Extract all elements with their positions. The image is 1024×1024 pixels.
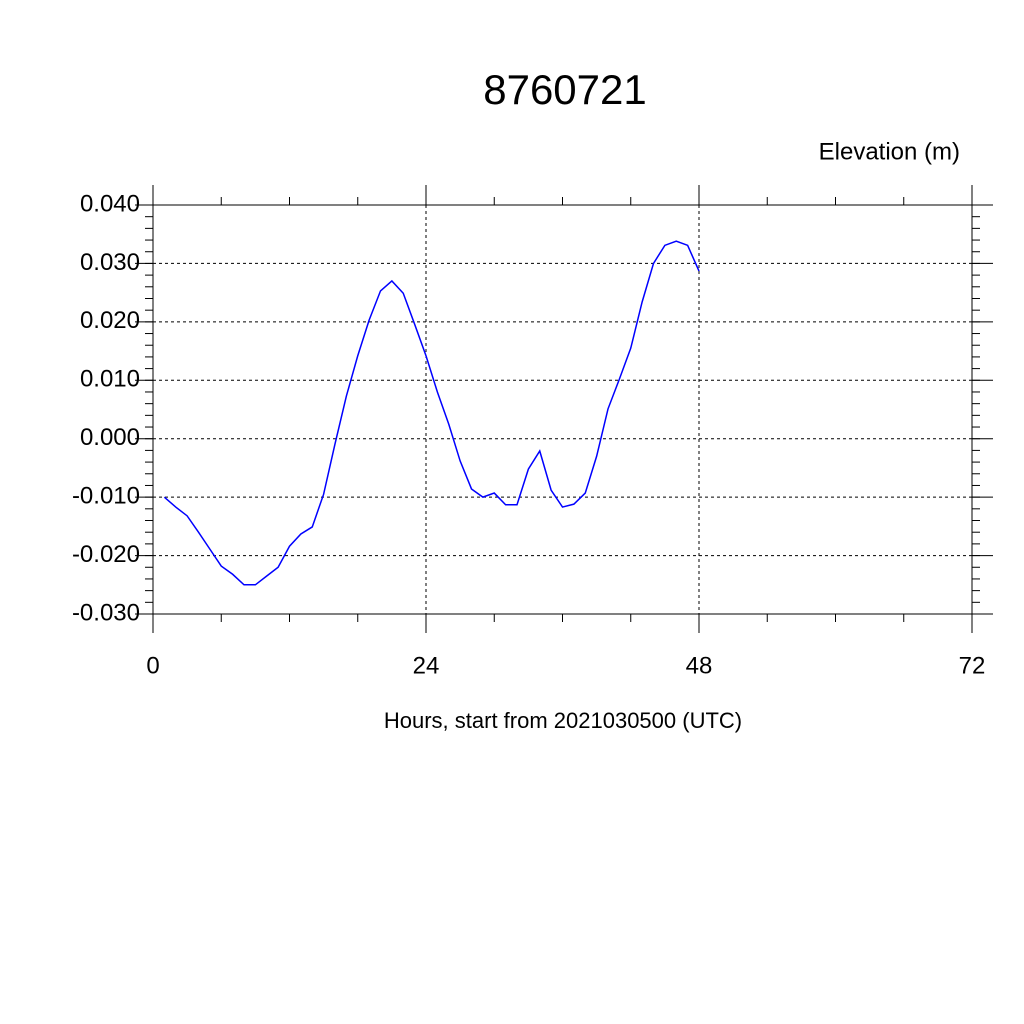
y-tick-label: 0.040 <box>80 190 140 217</box>
y-tick-label: 0.030 <box>80 249 140 276</box>
y-tick-label: -0.020 <box>72 541 140 568</box>
x-tick-label: 0 <box>146 652 159 679</box>
y-tick-label: 0.000 <box>80 424 140 451</box>
y-tick-label: -0.030 <box>72 599 140 626</box>
y-tick-label: 0.010 <box>80 366 140 393</box>
x-axis-title: Hours, start from 2021030500 (UTC) <box>384 708 742 733</box>
y-tick-label: 0.020 <box>80 307 140 334</box>
x-tick-label: 24 <box>413 652 440 679</box>
x-tick-label: 72 <box>959 652 986 679</box>
chart-title: 8760721 <box>483 66 647 113</box>
y-tick-label: -0.010 <box>72 482 140 509</box>
x-tick-label: 48 <box>686 652 713 679</box>
subtitle: Elevation (m) <box>819 138 960 165</box>
data-line <box>163 240 700 586</box>
